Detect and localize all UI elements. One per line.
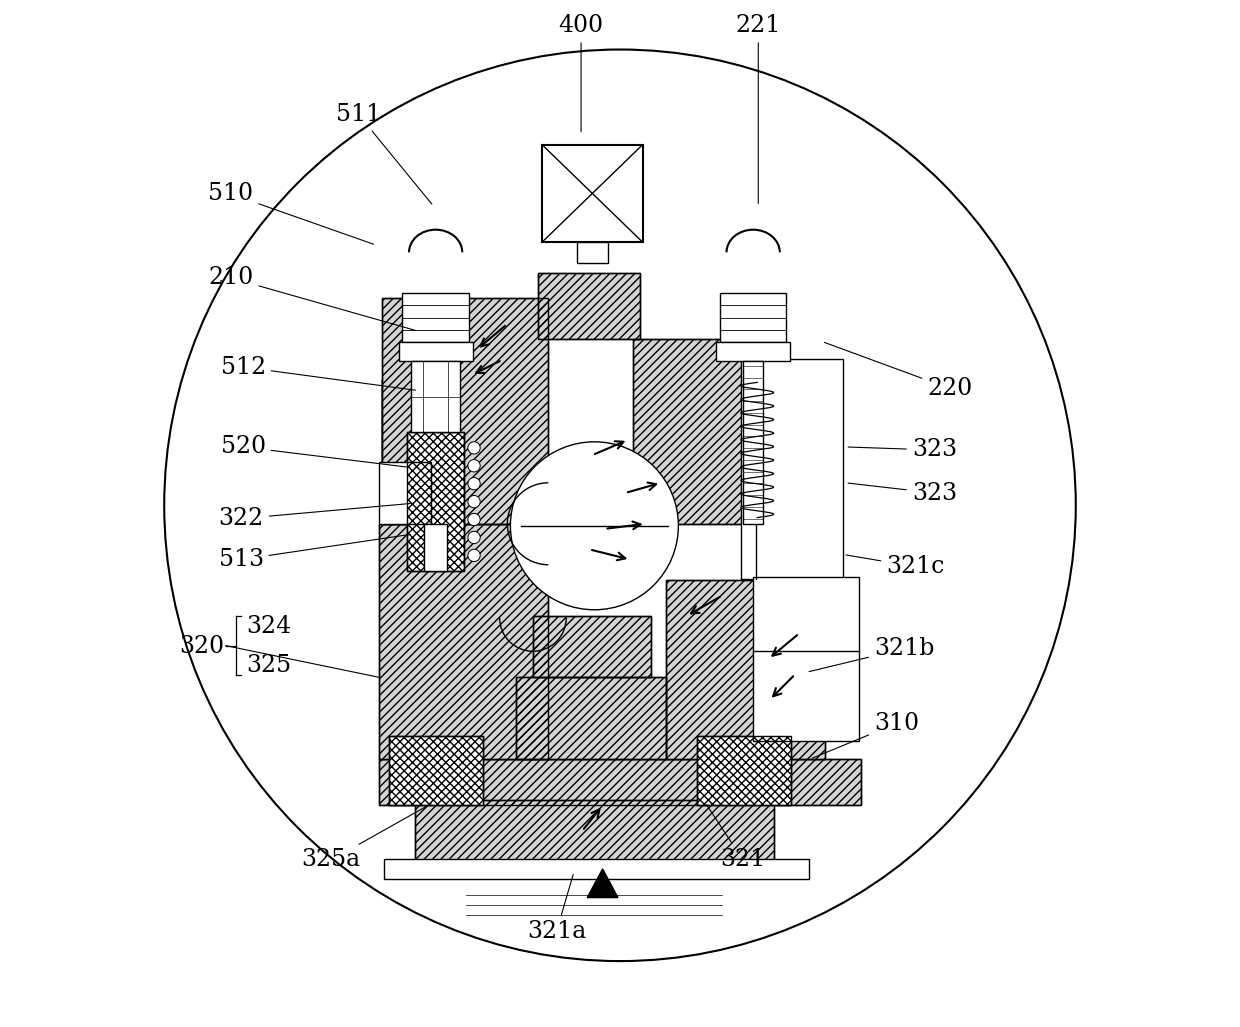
Text: 325a: 325a xyxy=(301,804,432,872)
Bar xyxy=(533,616,651,678)
Text: 310: 310 xyxy=(812,712,919,758)
Text: 321: 321 xyxy=(707,804,765,872)
Text: 221: 221 xyxy=(735,14,781,203)
Bar xyxy=(379,524,548,759)
Circle shape xyxy=(467,495,480,507)
Text: 321a: 321a xyxy=(527,875,587,943)
Polygon shape xyxy=(382,380,548,524)
Bar xyxy=(720,293,786,342)
Text: 323: 323 xyxy=(848,439,957,461)
Bar xyxy=(382,299,548,524)
Bar xyxy=(740,358,843,579)
Bar xyxy=(533,616,651,678)
Text: 325: 325 xyxy=(247,653,291,677)
Bar xyxy=(538,273,641,339)
Text: 322: 322 xyxy=(218,503,410,530)
Text: 324: 324 xyxy=(247,615,291,638)
Text: 323: 323 xyxy=(848,482,957,504)
Bar xyxy=(410,360,460,432)
Bar xyxy=(743,360,764,524)
Circle shape xyxy=(511,442,678,610)
Bar xyxy=(379,759,861,805)
Text: 513: 513 xyxy=(218,534,410,571)
Bar xyxy=(379,524,548,759)
Bar xyxy=(388,735,482,805)
Bar xyxy=(408,432,464,571)
Bar xyxy=(415,800,774,874)
Bar xyxy=(384,859,810,879)
Bar xyxy=(379,759,861,805)
Bar xyxy=(424,524,446,571)
Circle shape xyxy=(467,478,480,490)
Bar xyxy=(382,299,548,524)
Text: 510: 510 xyxy=(208,183,373,244)
Bar xyxy=(634,339,771,524)
Bar xyxy=(379,462,430,524)
Bar xyxy=(516,678,666,759)
Text: 321b: 321b xyxy=(810,637,935,672)
Text: 210: 210 xyxy=(208,266,415,331)
Bar xyxy=(402,293,469,342)
Text: 511: 511 xyxy=(336,104,432,204)
Bar xyxy=(753,577,858,740)
Bar xyxy=(697,735,791,805)
Bar xyxy=(388,735,482,805)
Bar xyxy=(516,678,666,759)
Bar xyxy=(577,242,608,263)
Circle shape xyxy=(467,460,480,472)
Text: 321c: 321c xyxy=(846,555,945,578)
Circle shape xyxy=(467,442,480,454)
Bar xyxy=(415,800,774,874)
Circle shape xyxy=(467,549,480,562)
Bar xyxy=(666,580,825,759)
Circle shape xyxy=(467,514,480,526)
Text: 520: 520 xyxy=(221,435,407,467)
Text: 400: 400 xyxy=(558,14,604,131)
Bar xyxy=(717,342,790,360)
Text: 220: 220 xyxy=(825,342,972,401)
Bar xyxy=(542,145,642,242)
Text: 512: 512 xyxy=(221,355,415,390)
Polygon shape xyxy=(588,869,618,898)
Circle shape xyxy=(467,531,480,543)
Bar xyxy=(408,432,464,571)
Bar xyxy=(666,580,825,759)
Bar xyxy=(634,339,771,524)
Bar xyxy=(399,342,472,360)
Bar xyxy=(697,735,791,805)
Bar xyxy=(538,273,641,339)
Text: 320: 320 xyxy=(180,635,224,658)
